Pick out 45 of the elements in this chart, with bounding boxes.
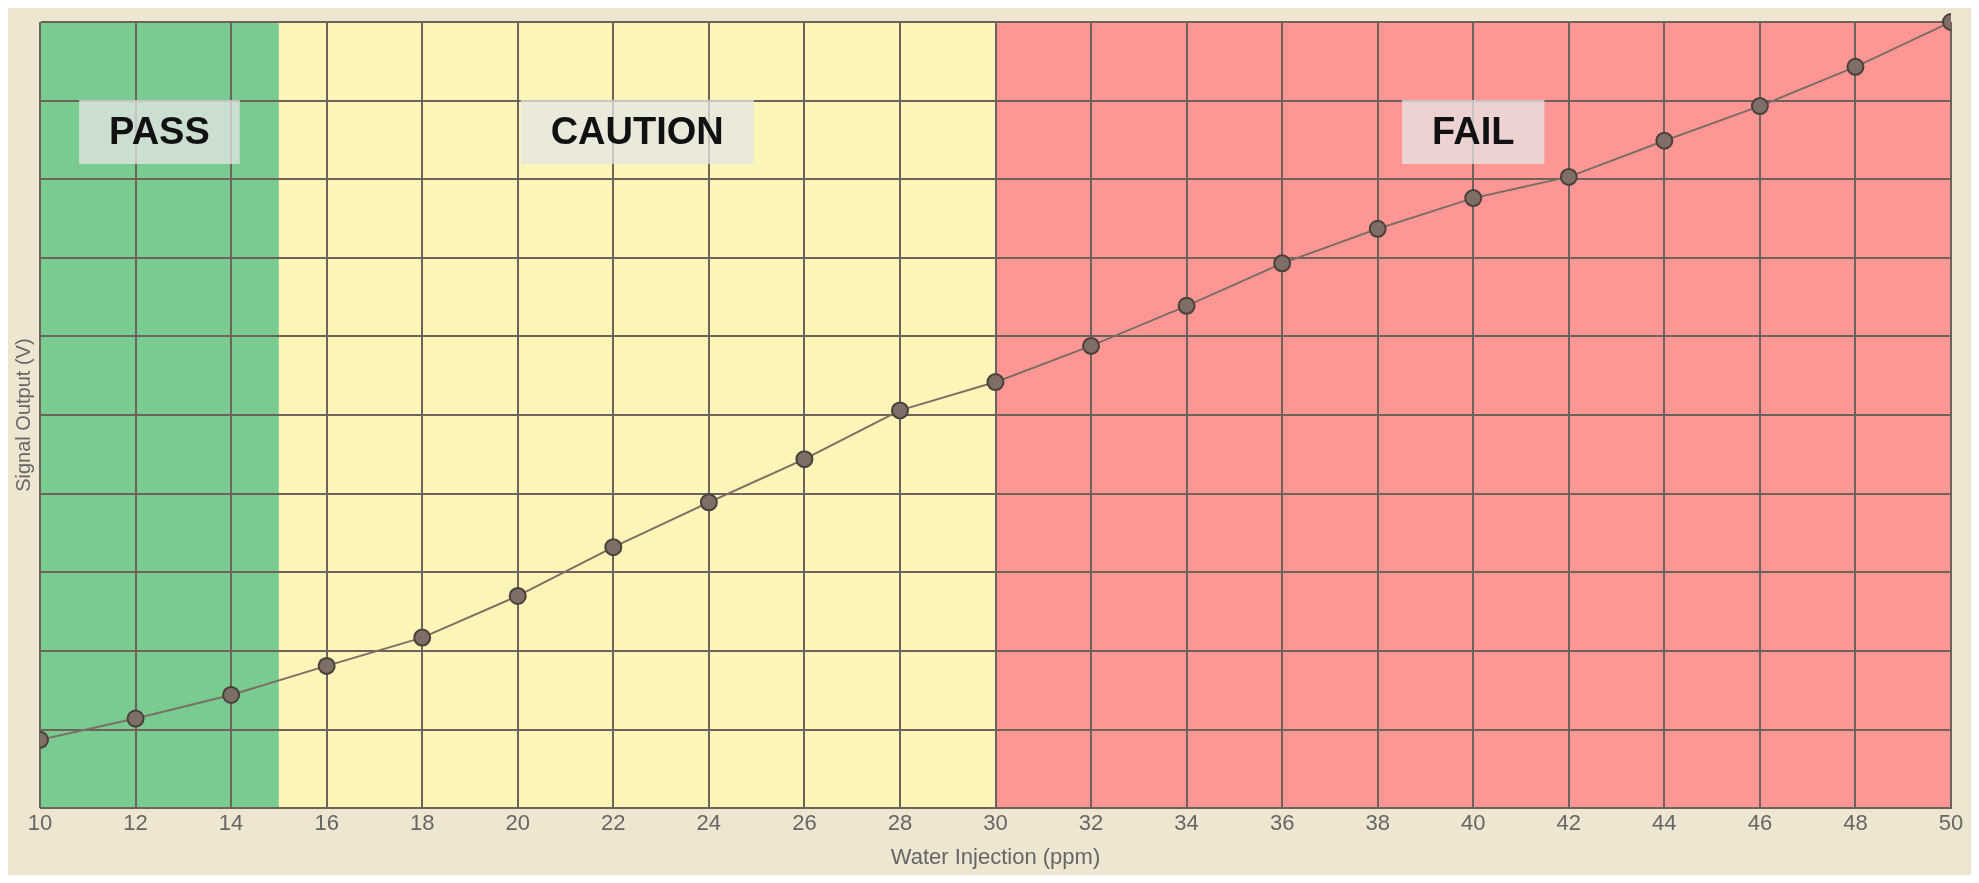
band-label: CAUTION bbox=[550, 110, 724, 153]
point bbox=[890, 401, 909, 420]
x-axis-title: Water Injection (ppm) bbox=[890, 843, 1101, 869]
x-tick-label: 30 bbox=[983, 810, 1008, 836]
band-label: FAIL bbox=[1432, 110, 1515, 153]
x-tick-label: 26 bbox=[792, 810, 817, 836]
point bbox=[1655, 131, 1674, 150]
x-tick-label: 12 bbox=[123, 810, 148, 836]
x-tick-label: 10 bbox=[27, 810, 53, 836]
point bbox=[699, 493, 718, 512]
point bbox=[1177, 296, 1196, 315]
point bbox=[222, 685, 241, 704]
point bbox=[1368, 219, 1387, 238]
x-tick-label: 36 bbox=[1269, 810, 1295, 836]
x-tick-label: 32 bbox=[1078, 810, 1104, 836]
point bbox=[126, 709, 145, 728]
x-tick-label: 34 bbox=[1174, 810, 1199, 836]
band-label: PASS bbox=[109, 110, 210, 153]
x-tick-label: 42 bbox=[1556, 810, 1582, 836]
point bbox=[1273, 254, 1292, 273]
x-tick-label: 44 bbox=[1652, 810, 1677, 836]
point bbox=[317, 656, 336, 675]
point bbox=[1082, 336, 1101, 355]
point bbox=[795, 450, 814, 469]
x-tick-label: 48 bbox=[1843, 810, 1868, 836]
point bbox=[1846, 57, 1865, 76]
point bbox=[986, 373, 1005, 392]
x-tick-label: 28 bbox=[887, 810, 913, 836]
x-tick-label: 40 bbox=[1461, 810, 1486, 836]
point bbox=[1559, 167, 1578, 186]
x-tick-label: 16 bbox=[314, 810, 339, 836]
point bbox=[1750, 97, 1769, 116]
point bbox=[508, 586, 527, 605]
x-tick-label: 50 bbox=[1938, 810, 1964, 836]
x-tick-label: 20 bbox=[505, 810, 530, 836]
x-tick-label: 46 bbox=[1747, 810, 1773, 836]
x-tick-label: 24 bbox=[696, 810, 722, 836]
point bbox=[1464, 189, 1483, 208]
x-tick-label: 22 bbox=[601, 810, 626, 836]
x-tick-label: 18 bbox=[409, 810, 435, 836]
point bbox=[413, 628, 432, 647]
point bbox=[604, 538, 623, 557]
y-axis-title: Signal Output (V) bbox=[11, 338, 34, 492]
x-tick-label: 14 bbox=[218, 810, 244, 836]
x-tick-label: 38 bbox=[1365, 810, 1390, 836]
